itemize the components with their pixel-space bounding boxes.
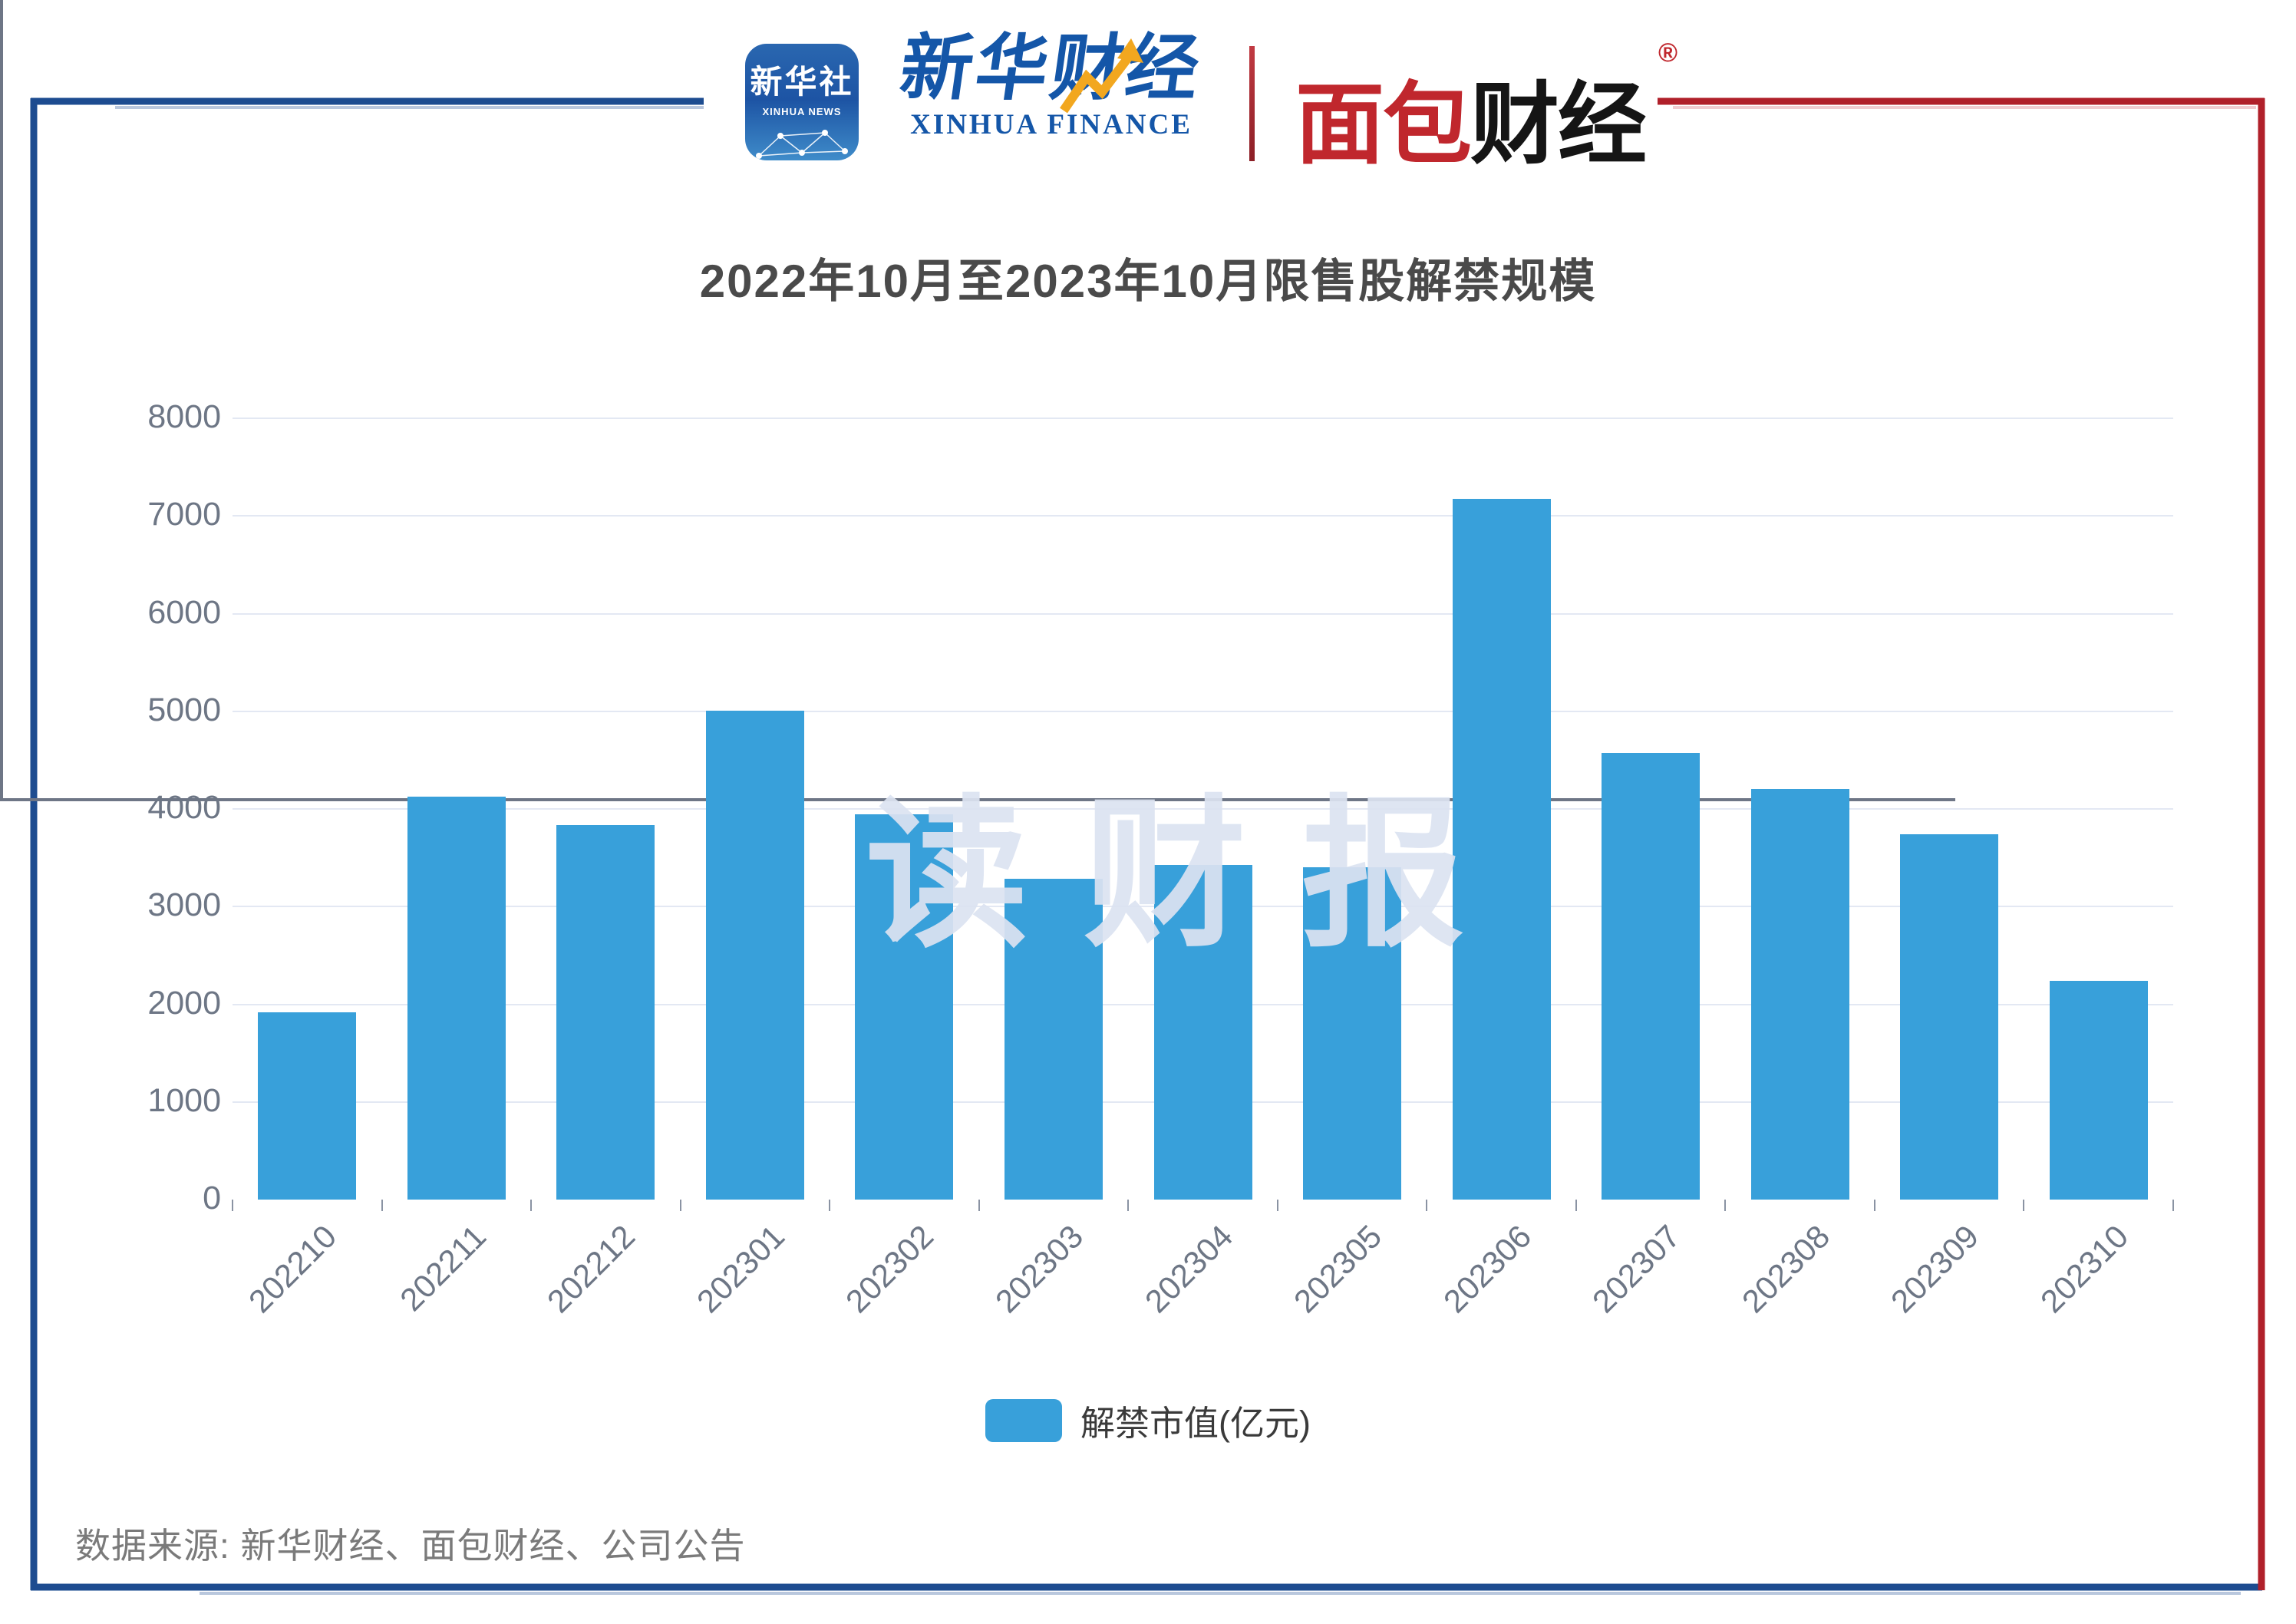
gridline-5000 [233,710,2173,712]
y-axis-label-8000: 8000 [147,398,221,435]
bar-202303[interactable] [1004,879,1103,1200]
y-axis-label-7000: 7000 [147,496,221,533]
x-axis-label-202310: 202310 [2033,1218,2135,1320]
gridline-6000 [233,612,2173,615]
y-axis-label-1000: 1000 [147,1081,221,1119]
x-axis-tick-4 [829,1200,831,1211]
xinhua-news-icon-cn-label: 新华社 [750,64,854,100]
gridline-7000 [233,515,2173,517]
x-axis-tick-3 [679,1200,681,1211]
x-axis-label-202212: 202212 [540,1218,642,1320]
network-constellation-icon [756,130,848,159]
y-axis-label-6000: 6000 [147,593,221,631]
x-axis-tick-8 [1426,1200,1428,1211]
x-axis-tick-9 [1575,1200,1577,1211]
x-axis-line [0,798,1955,801]
bar-202304[interactable] [1154,865,1252,1200]
bar-202212[interactable] [556,825,655,1200]
header-divider [1249,46,1255,161]
gridline-8000 [233,418,2173,419]
x-axis-tick-7 [1276,1200,1278,1211]
y-axis-label-0: 0 [203,1180,221,1216]
bar-202305[interactable] [1303,867,1401,1200]
bar-202302[interactable] [855,814,953,1200]
x-axis-tick-1 [381,1200,383,1211]
y-axis-label-3000: 3000 [147,886,221,924]
x-axis-label-202307: 202307 [1585,1218,1687,1320]
x-axis-label-202305: 202305 [1286,1218,1389,1320]
bar-202310[interactable] [2050,981,2148,1200]
x-axis-label-202304: 202304 [1137,1218,1239,1320]
x-axis-label-202211: 202211 [392,1218,493,1319]
y-axis-label-4000: 4000 [147,789,221,826]
mianbao-wordmark-black: 财经 [1470,74,1647,174]
xinhua-finance-en-wordmark: XINHUA FINANCE [910,108,1193,140]
bar-202308[interactable] [1751,789,1849,1200]
x-axis-label-202302: 202302 [839,1218,941,1320]
legend-label[interactable]: 解禁市值(亿元) [1080,1404,1311,1443]
gridline-4000 [233,808,2173,810]
x-axis-tick-13 [2172,1200,2174,1211]
mianbao-caijing-logo: 面包财经 ® [1295,38,1677,181]
chart-title: 2022年10月至2023年10月限售股解禁规模 [699,256,1597,307]
x-axis-tick-2 [530,1200,533,1211]
x-axis-label-202308: 202308 [1734,1218,1836,1320]
bar-202307[interactable] [1602,753,1700,1200]
y-axis-label-5000: 5000 [147,691,221,728]
xinhua-news-icon-en-label: XINHUA NEWS [762,106,842,117]
registered-trademark-icon: ® [1658,38,1677,68]
x-axis-tick-0 [232,1200,233,1211]
x-axis-label-202306: 202306 [1436,1218,1538,1320]
x-axis-tick-5 [978,1200,980,1211]
bar-202306[interactable] [1453,499,1551,1200]
y-axis-label-2000: 2000 [147,984,221,1022]
y-axis-line [0,0,3,798]
x-axis-label-202303: 202303 [988,1218,1090,1320]
x-axis-tick-11 [1873,1200,1875,1211]
bar-202309[interactable] [1900,834,1998,1200]
x-axis-label-202210: 202210 [242,1218,344,1320]
x-axis-tick-6 [1127,1200,1130,1211]
legend[interactable]: 解禁市值(亿元) [985,1395,1311,1445]
data-source-text: 数据来源: 新华财经、面包财经、公司公告 [75,1526,746,1566]
x-axis-tick-12 [2023,1200,2025,1211]
bar-202211[interactable] [407,797,506,1200]
xinhua-news-app-icon: 新华社 XINHUA NEWS [745,44,859,160]
x-axis-tick-10 [1724,1200,1727,1211]
bar-202210[interactable] [258,1012,356,1200]
x-axis-label-202309: 202309 [1884,1218,1986,1320]
legend-swatch[interactable] [985,1398,1063,1442]
x-axis-label-202301: 202301 [689,1218,792,1320]
bar-202301[interactable] [706,711,804,1200]
mianbao-wordmark-red: 面包 [1295,74,1472,174]
